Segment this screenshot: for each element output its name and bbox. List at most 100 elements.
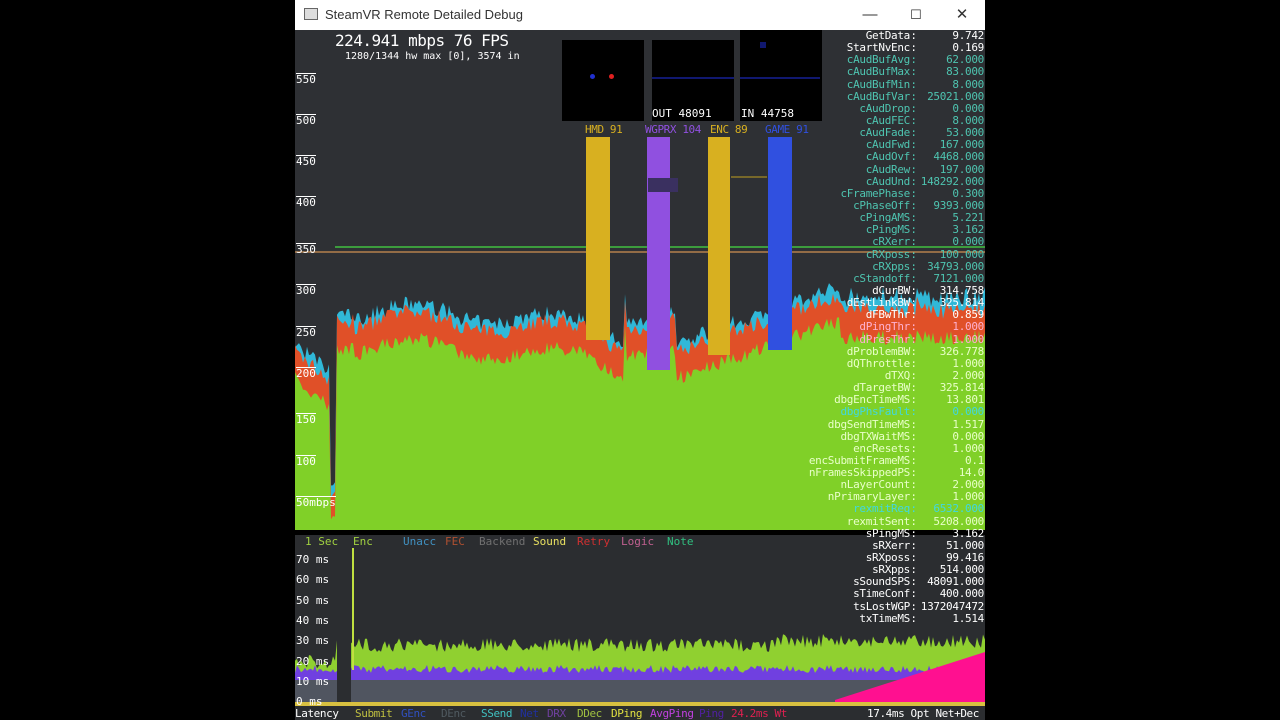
stat-value: 34793.000: [927, 259, 984, 273]
latency-legend-item: Submit: [355, 707, 393, 720]
stat-value: 1372047472: [920, 599, 985, 613]
stat-colon: :: [910, 308, 917, 322]
stat-row: cAudBufMin: 8.000: [795, 77, 985, 91]
stat-label: cAudFEC: [865, 113, 911, 127]
stat-label: dFBwThr: [865, 308, 911, 322]
timing-bar-0: [586, 137, 610, 340]
y-axis-label: 450: [296, 155, 316, 168]
stat-colon: :: [910, 186, 917, 200]
maximize-button[interactable]: ☐: [910, 7, 922, 22]
stat-row: dQThrottle: 1.000: [795, 356, 985, 370]
stat-colon: :: [910, 77, 917, 91]
stat-value: 0.000: [952, 101, 984, 115]
stat-row: StartNvEnc: 0.169: [795, 41, 985, 54]
y-axis-label: 350: [296, 243, 316, 256]
bandwidth-graph: 550 500 450 400 350 300 250 200 150 100 50mbps 224…: [295, 30, 985, 530]
stat-row: nPrimaryLayer: 1.000: [795, 491, 985, 503]
stat-colon: :: [910, 53, 917, 67]
stat-label: cAudBufMax: [846, 65, 911, 79]
latency-legend-item: Ping: [699, 707, 724, 720]
stat-label: dTXQ: [884, 368, 911, 382]
stat-label: dbgPhsFault: [840, 405, 910, 419]
rate-readout: 224.941 mbps 76 FPS: [335, 31, 509, 50]
stat-label: cRXpps: [872, 259, 910, 273]
stat-value: 13.801: [946, 393, 984, 407]
stat-label: sRXerr: [872, 538, 910, 552]
stat-value: 400.000: [939, 587, 985, 601]
stat-value: 53.000: [946, 126, 984, 140]
stat-colon: :: [910, 211, 917, 225]
stat-colon: :: [910, 563, 917, 577]
stat-value: 4468.000: [933, 150, 984, 164]
legend-item[interactable]: Retry: [577, 535, 611, 548]
stat-value: 99.416: [946, 551, 984, 565]
stat-colon: :: [910, 575, 917, 589]
minimize-button[interactable]: —: [862, 6, 878, 23]
stat-colon: :: [910, 490, 917, 504]
bar-label-hmd: HMD 91: [585, 123, 623, 136]
stat-row: cAudBufMax: 83.000: [795, 66, 985, 78]
stat-row: dbgSendTimeMS: 1.517: [795, 418, 985, 431]
stat-row: cFramePhase: 0.300: [795, 186, 985, 200]
ms-axis-label: 10 ms: [296, 674, 330, 688]
stat-row: sTimeConf: 400.000: [795, 588, 985, 600]
legend-item[interactable]: Unacc: [403, 535, 437, 548]
stat-value: 5.221: [952, 211, 984, 225]
stat-value: 326.778: [939, 344, 985, 358]
latency-legend-item: DPing: [611, 707, 643, 720]
stat-colon: :: [910, 344, 917, 358]
legend-item[interactable]: Logic: [621, 535, 655, 548]
stat-label: cAudUnd: [865, 174, 911, 188]
stat-row: sRXpps: 514.000: [795, 564, 985, 576]
legend-item[interactable]: FEC: [445, 535, 465, 548]
stat-row: dTXQ: 2.000: [795, 368, 985, 382]
stat-label: dbgTXWaitMS: [840, 429, 910, 443]
legend-item[interactable]: Sound: [533, 535, 567, 548]
legend-item[interactable]: 1 Sec: [305, 535, 339, 548]
stat-value: 0.859: [952, 308, 984, 322]
stat-value: 14.0: [958, 466, 985, 480]
stat-label: cAudFwd: [865, 138, 911, 152]
stat-value: 8.000: [952, 77, 984, 91]
stat-row: cAudBufAvg: 62.000: [795, 54, 985, 66]
stat-label: cPhaseOff: [853, 198, 910, 212]
stat-label: cPingAMS: [859, 211, 910, 225]
stat-value: 325.814: [939, 381, 985, 395]
stat-colon: :: [910, 138, 917, 152]
legend-item[interactable]: Backend: [479, 535, 526, 548]
stat-colon: :: [910, 126, 917, 140]
stat-colon: :: [910, 320, 917, 334]
audio-out-box: [652, 40, 734, 121]
legend-item[interactable]: Enc: [353, 535, 373, 548]
stat-value: 9393.000: [933, 198, 984, 212]
rate-detail: 1280/1344 hw max [0], 3574 in: [345, 51, 520, 62]
stat-value: 1.000: [952, 356, 984, 370]
legend-item[interactable]: Note: [667, 535, 694, 548]
submit-yellow-line: [295, 702, 985, 706]
stat-row: nLayerCount: 2.000: [795, 479, 985, 491]
stat-label: encSubmitFrameMS: [808, 453, 910, 467]
stat-label: sPingMS: [865, 526, 911, 540]
stat-value: 314.758: [939, 283, 985, 297]
stat-colon: :: [910, 271, 917, 285]
stat-label: rexmitSent: [846, 514, 911, 528]
y-axis-label: 50mbps: [296, 496, 336, 509]
stat-label: sSoundSPS: [853, 575, 910, 589]
stat-value: 2.000: [952, 478, 984, 492]
stat-colon: :: [910, 283, 917, 297]
stat-colon: :: [910, 441, 917, 455]
stat-value: 1.514: [952, 611, 984, 625]
stat-label: dPingThr: [859, 320, 910, 334]
stat-row: cRXposs: 100.000: [795, 247, 985, 261]
close-button[interactable]: ✕: [955, 6, 969, 23]
stat-colon: :: [910, 587, 917, 601]
bandwidth-plot: [295, 137, 985, 530]
stat-label: sRXposs: [865, 551, 911, 565]
stat-colon: :: [910, 453, 917, 467]
stat-row: cRXpps:34793.000: [795, 259, 985, 273]
stat-value: 25021.000: [927, 89, 984, 103]
stat-colon: :: [910, 198, 917, 212]
stat-colon: :: [910, 223, 917, 237]
stat-row: sSoundSPS:48091.000: [795, 576, 985, 588]
stat-colon: :: [910, 247, 917, 261]
